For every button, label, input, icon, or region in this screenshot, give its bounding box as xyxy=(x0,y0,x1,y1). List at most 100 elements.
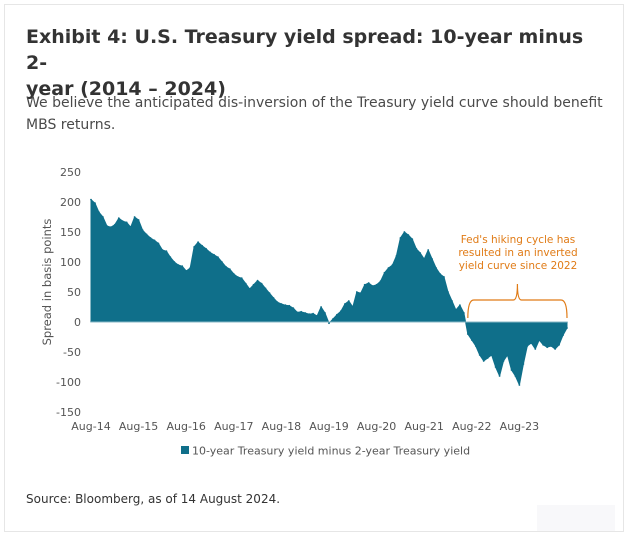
data-point xyxy=(419,252,422,254)
data-point xyxy=(490,354,493,356)
data-point xyxy=(447,291,449,293)
x-tick-label: Aug-14 xyxy=(71,420,110,433)
data-point xyxy=(312,312,314,315)
annotation-bracket xyxy=(467,283,568,319)
data-point xyxy=(391,264,394,266)
data-point xyxy=(526,345,529,347)
data-point xyxy=(474,345,477,347)
data-point xyxy=(300,310,303,313)
watermark-logo xyxy=(537,505,615,531)
annotation-text: yield curve since 2022 xyxy=(459,260,578,272)
data-point xyxy=(181,265,184,268)
data-point xyxy=(268,292,271,295)
data-point xyxy=(117,217,120,220)
data-point xyxy=(121,220,124,223)
data-point xyxy=(324,312,326,314)
legend-label: 10-year Treasury yield minus 2-year Trea… xyxy=(192,445,470,458)
data-point xyxy=(534,348,537,350)
data-point xyxy=(463,312,465,314)
y-tick-label: -150 xyxy=(56,406,81,419)
data-point xyxy=(185,270,188,272)
data-point xyxy=(443,276,445,278)
data-point xyxy=(546,346,549,349)
y-tick-label: 150 xyxy=(60,226,81,239)
data-point xyxy=(260,282,263,285)
data-point xyxy=(177,264,180,266)
data-point xyxy=(113,223,116,226)
data-point xyxy=(506,354,509,356)
data-point xyxy=(141,229,144,232)
data-point xyxy=(217,256,219,259)
data-point xyxy=(518,384,521,386)
x-tick-label: Aug-18 xyxy=(262,420,301,433)
data-point xyxy=(228,268,231,271)
data-point xyxy=(347,300,350,302)
y-tick-label: 0 xyxy=(74,316,81,329)
data-point xyxy=(383,271,386,274)
data-point xyxy=(554,348,556,350)
y-tick-label: -50 xyxy=(63,346,81,359)
data-point xyxy=(550,345,552,347)
data-point xyxy=(415,247,418,250)
x-tick-label: Aug-21 xyxy=(404,420,443,433)
data-point xyxy=(236,276,239,278)
data-point xyxy=(498,375,501,377)
data-point xyxy=(566,327,568,329)
data-point xyxy=(466,333,469,335)
data-point xyxy=(455,309,457,311)
data-point xyxy=(514,375,517,377)
y-axis: 250 200 150 100 50 0 -50 -100 -150 Spread in basi… xyxy=(40,166,81,419)
data-point xyxy=(129,226,132,229)
data-point xyxy=(308,313,311,316)
data-point xyxy=(451,300,453,302)
data-point xyxy=(482,360,485,362)
data-point xyxy=(221,261,223,263)
y-tick-label: 100 xyxy=(60,256,81,269)
data-point xyxy=(288,304,291,307)
data-point xyxy=(248,288,251,290)
data-point xyxy=(371,285,374,287)
data-point xyxy=(284,304,287,307)
exhibit-subtitle: We believe the anticipated dis-inversion… xyxy=(26,92,606,136)
data-point xyxy=(502,360,505,362)
data-point xyxy=(296,311,299,314)
data-point xyxy=(486,357,489,359)
data-point xyxy=(320,306,322,308)
data-point xyxy=(470,339,473,341)
exhibit-subtitle-line-2: MBS returns. xyxy=(26,117,116,133)
data-point xyxy=(332,318,334,320)
data-point xyxy=(153,239,156,242)
data-point xyxy=(379,280,382,283)
data-point xyxy=(280,303,283,305)
legend-swatch xyxy=(181,446,189,454)
data-point xyxy=(459,304,461,307)
data-point xyxy=(244,282,247,285)
data-point xyxy=(240,277,243,280)
data-point xyxy=(340,310,342,313)
data-point xyxy=(375,283,378,286)
y-tick-label: 250 xyxy=(60,166,81,179)
data-point xyxy=(232,273,235,275)
data-point xyxy=(522,363,525,365)
x-axis: Aug-14 Aug-15 Aug-16 Aug-17 Aug-18 Aug-19 Aug-… xyxy=(71,420,539,433)
data-point xyxy=(542,343,545,346)
data-point xyxy=(395,255,398,257)
x-tick-label: Aug-20 xyxy=(357,420,396,433)
data-point xyxy=(94,202,96,205)
x-tick-label: Aug-17 xyxy=(214,420,253,433)
data-point xyxy=(510,369,513,371)
data-point xyxy=(149,237,152,239)
data-point xyxy=(494,366,497,368)
data-point xyxy=(431,258,433,260)
data-point xyxy=(225,265,227,268)
data-point xyxy=(411,238,414,241)
data-point xyxy=(161,249,164,251)
spread-area-series xyxy=(90,199,568,386)
data-point xyxy=(145,233,148,236)
data-point xyxy=(169,256,172,259)
data-point xyxy=(344,303,346,305)
data-point xyxy=(363,283,366,286)
data-point xyxy=(304,312,307,314)
